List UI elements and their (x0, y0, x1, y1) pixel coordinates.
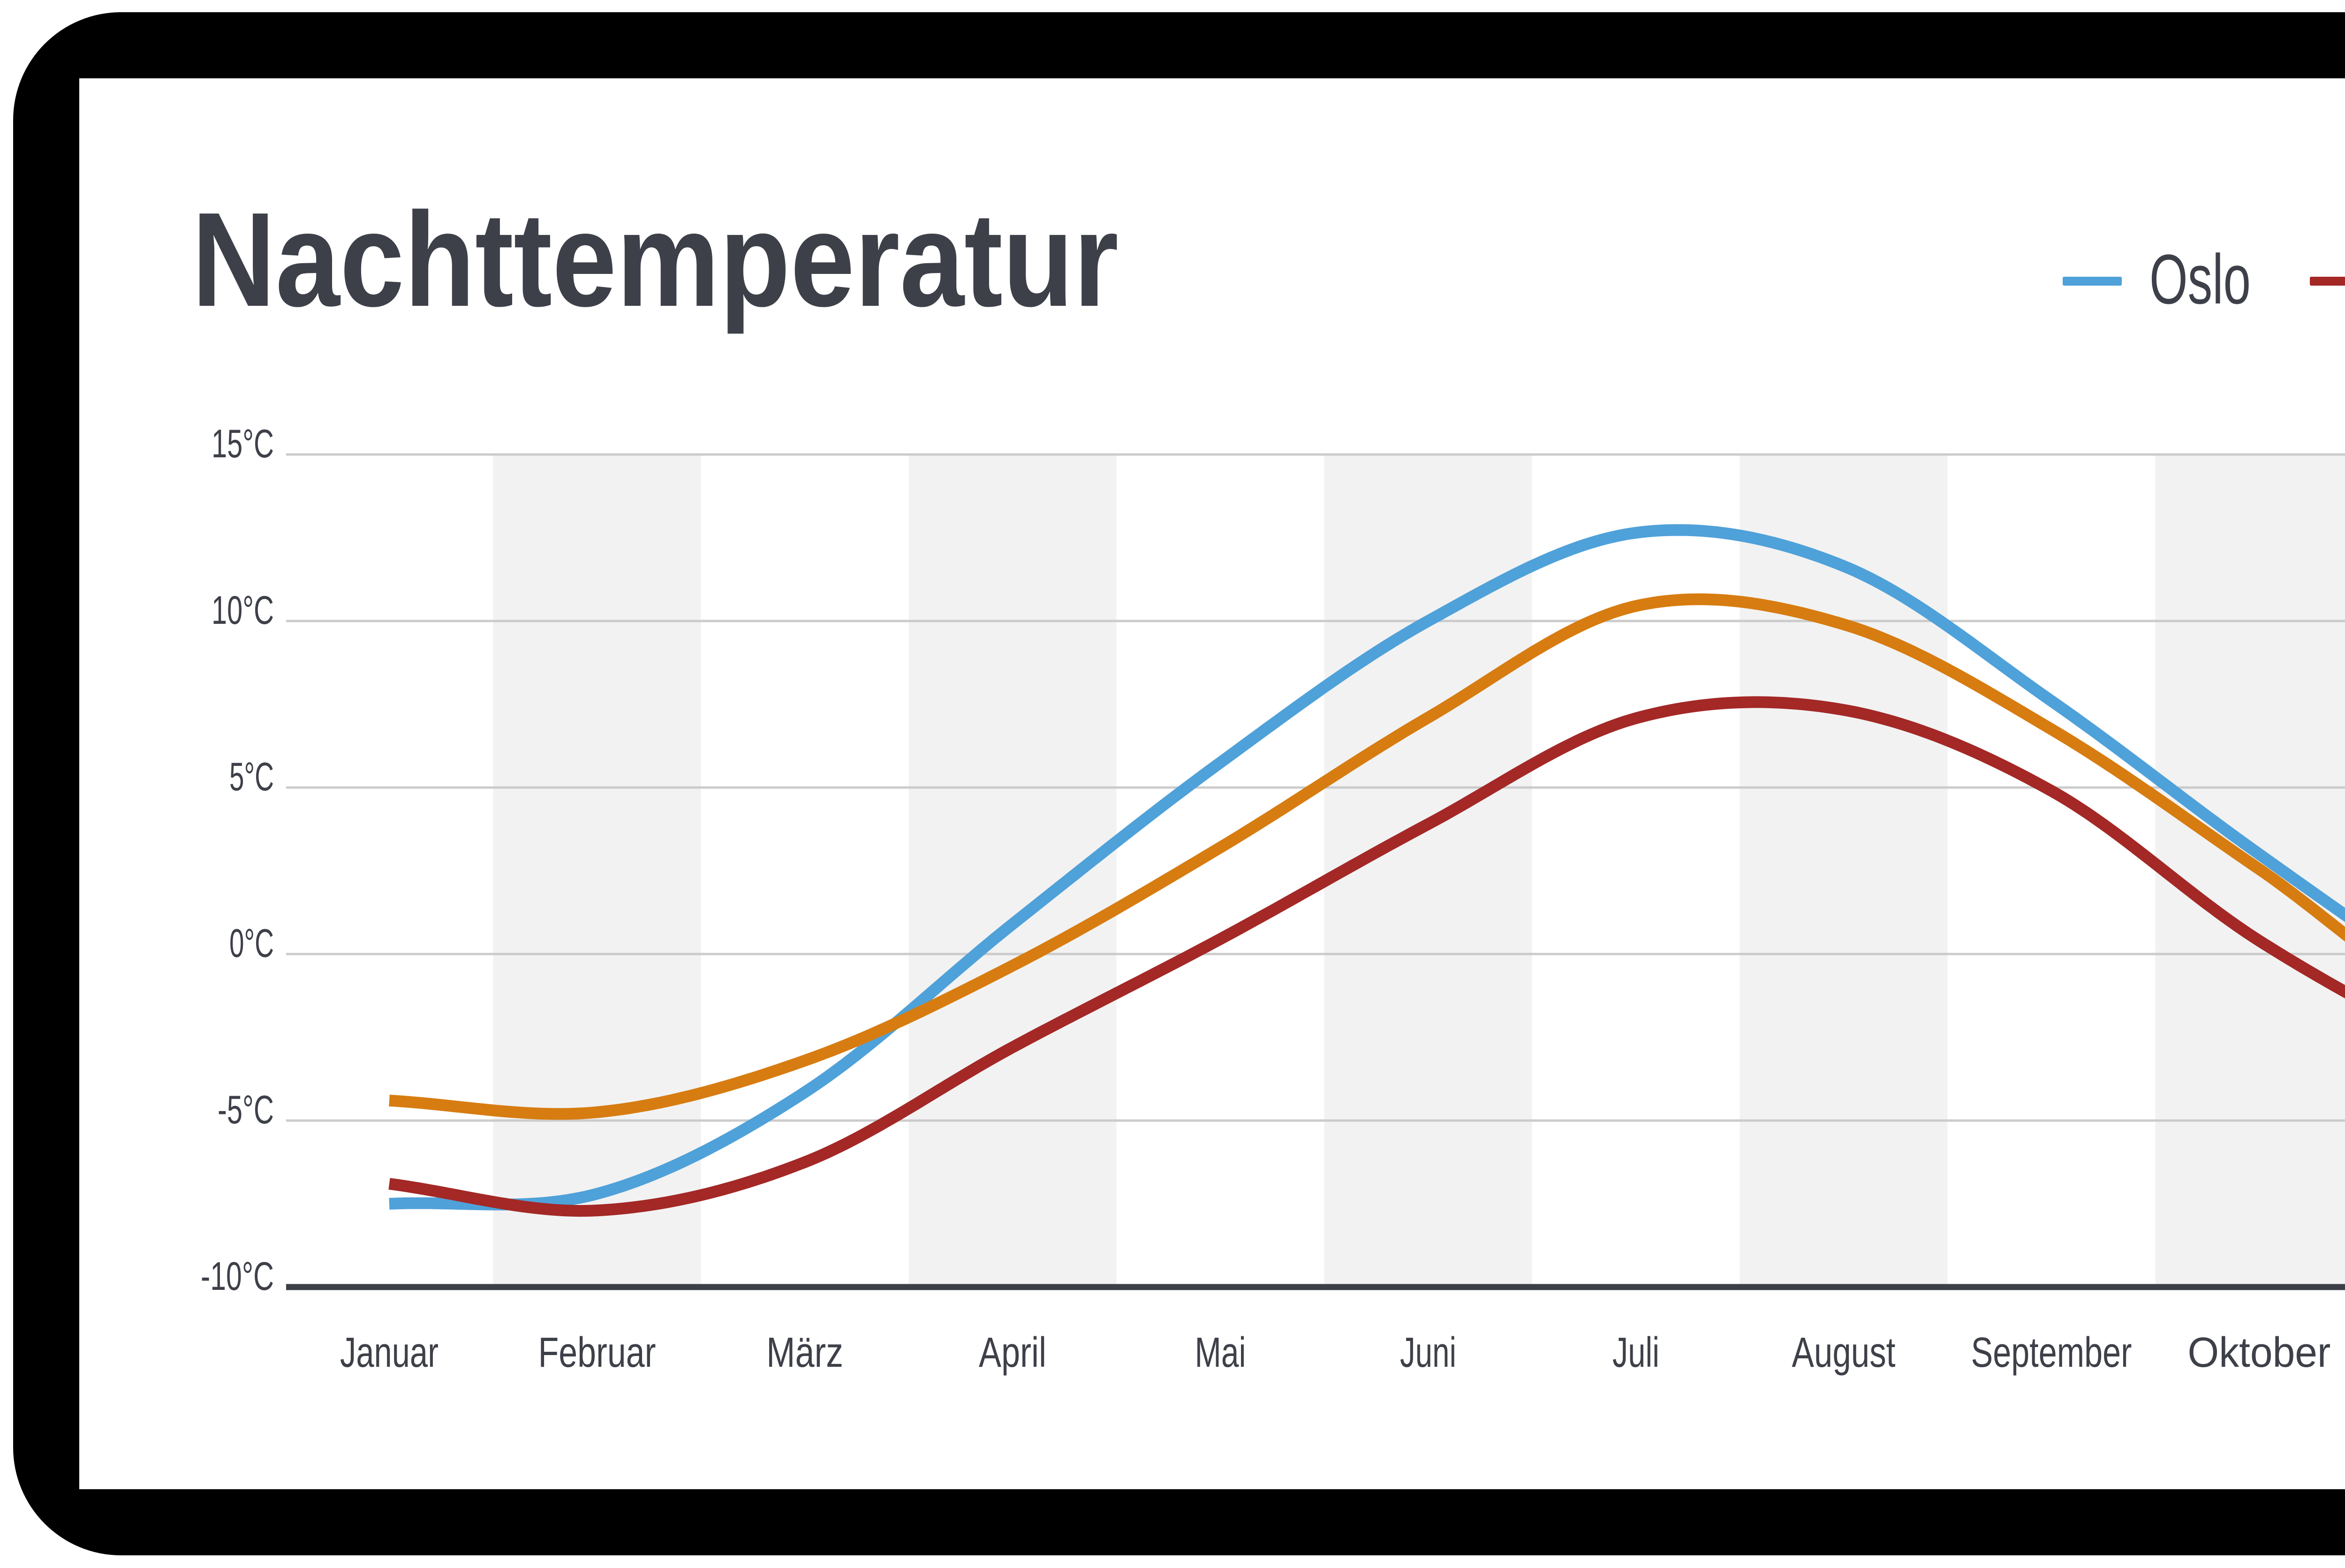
svg-text:0°C: 0°C (229, 921, 274, 966)
svg-text:Oslo: Oslo (2149, 240, 2251, 318)
svg-text:-5°C: -5°C (218, 1088, 274, 1132)
svg-text:September: September (1971, 1329, 2132, 1376)
svg-text:Juli: Juli (1612, 1329, 1659, 1376)
svg-text:April: April (979, 1329, 1046, 1376)
svg-text:Februar: Februar (538, 1329, 656, 1376)
svg-text:10°C: 10°C (212, 588, 274, 633)
svg-text:5°C: 5°C (229, 755, 274, 799)
svg-text:Mai: Mai (1195, 1329, 1246, 1376)
svg-text:Januar: Januar (340, 1329, 439, 1376)
svg-text:15°C: 15°C (212, 422, 274, 466)
svg-text:-10°C: -10°C (201, 1254, 274, 1299)
svg-text:März: März (766, 1329, 843, 1376)
svg-text:August: August (1792, 1329, 1896, 1376)
svg-text:Oktober: Oktober (2188, 1329, 2331, 1376)
svg-text:Nachttemperatur: Nachttemperatur (192, 184, 1119, 335)
svg-text:Juni: Juni (1400, 1329, 1456, 1376)
